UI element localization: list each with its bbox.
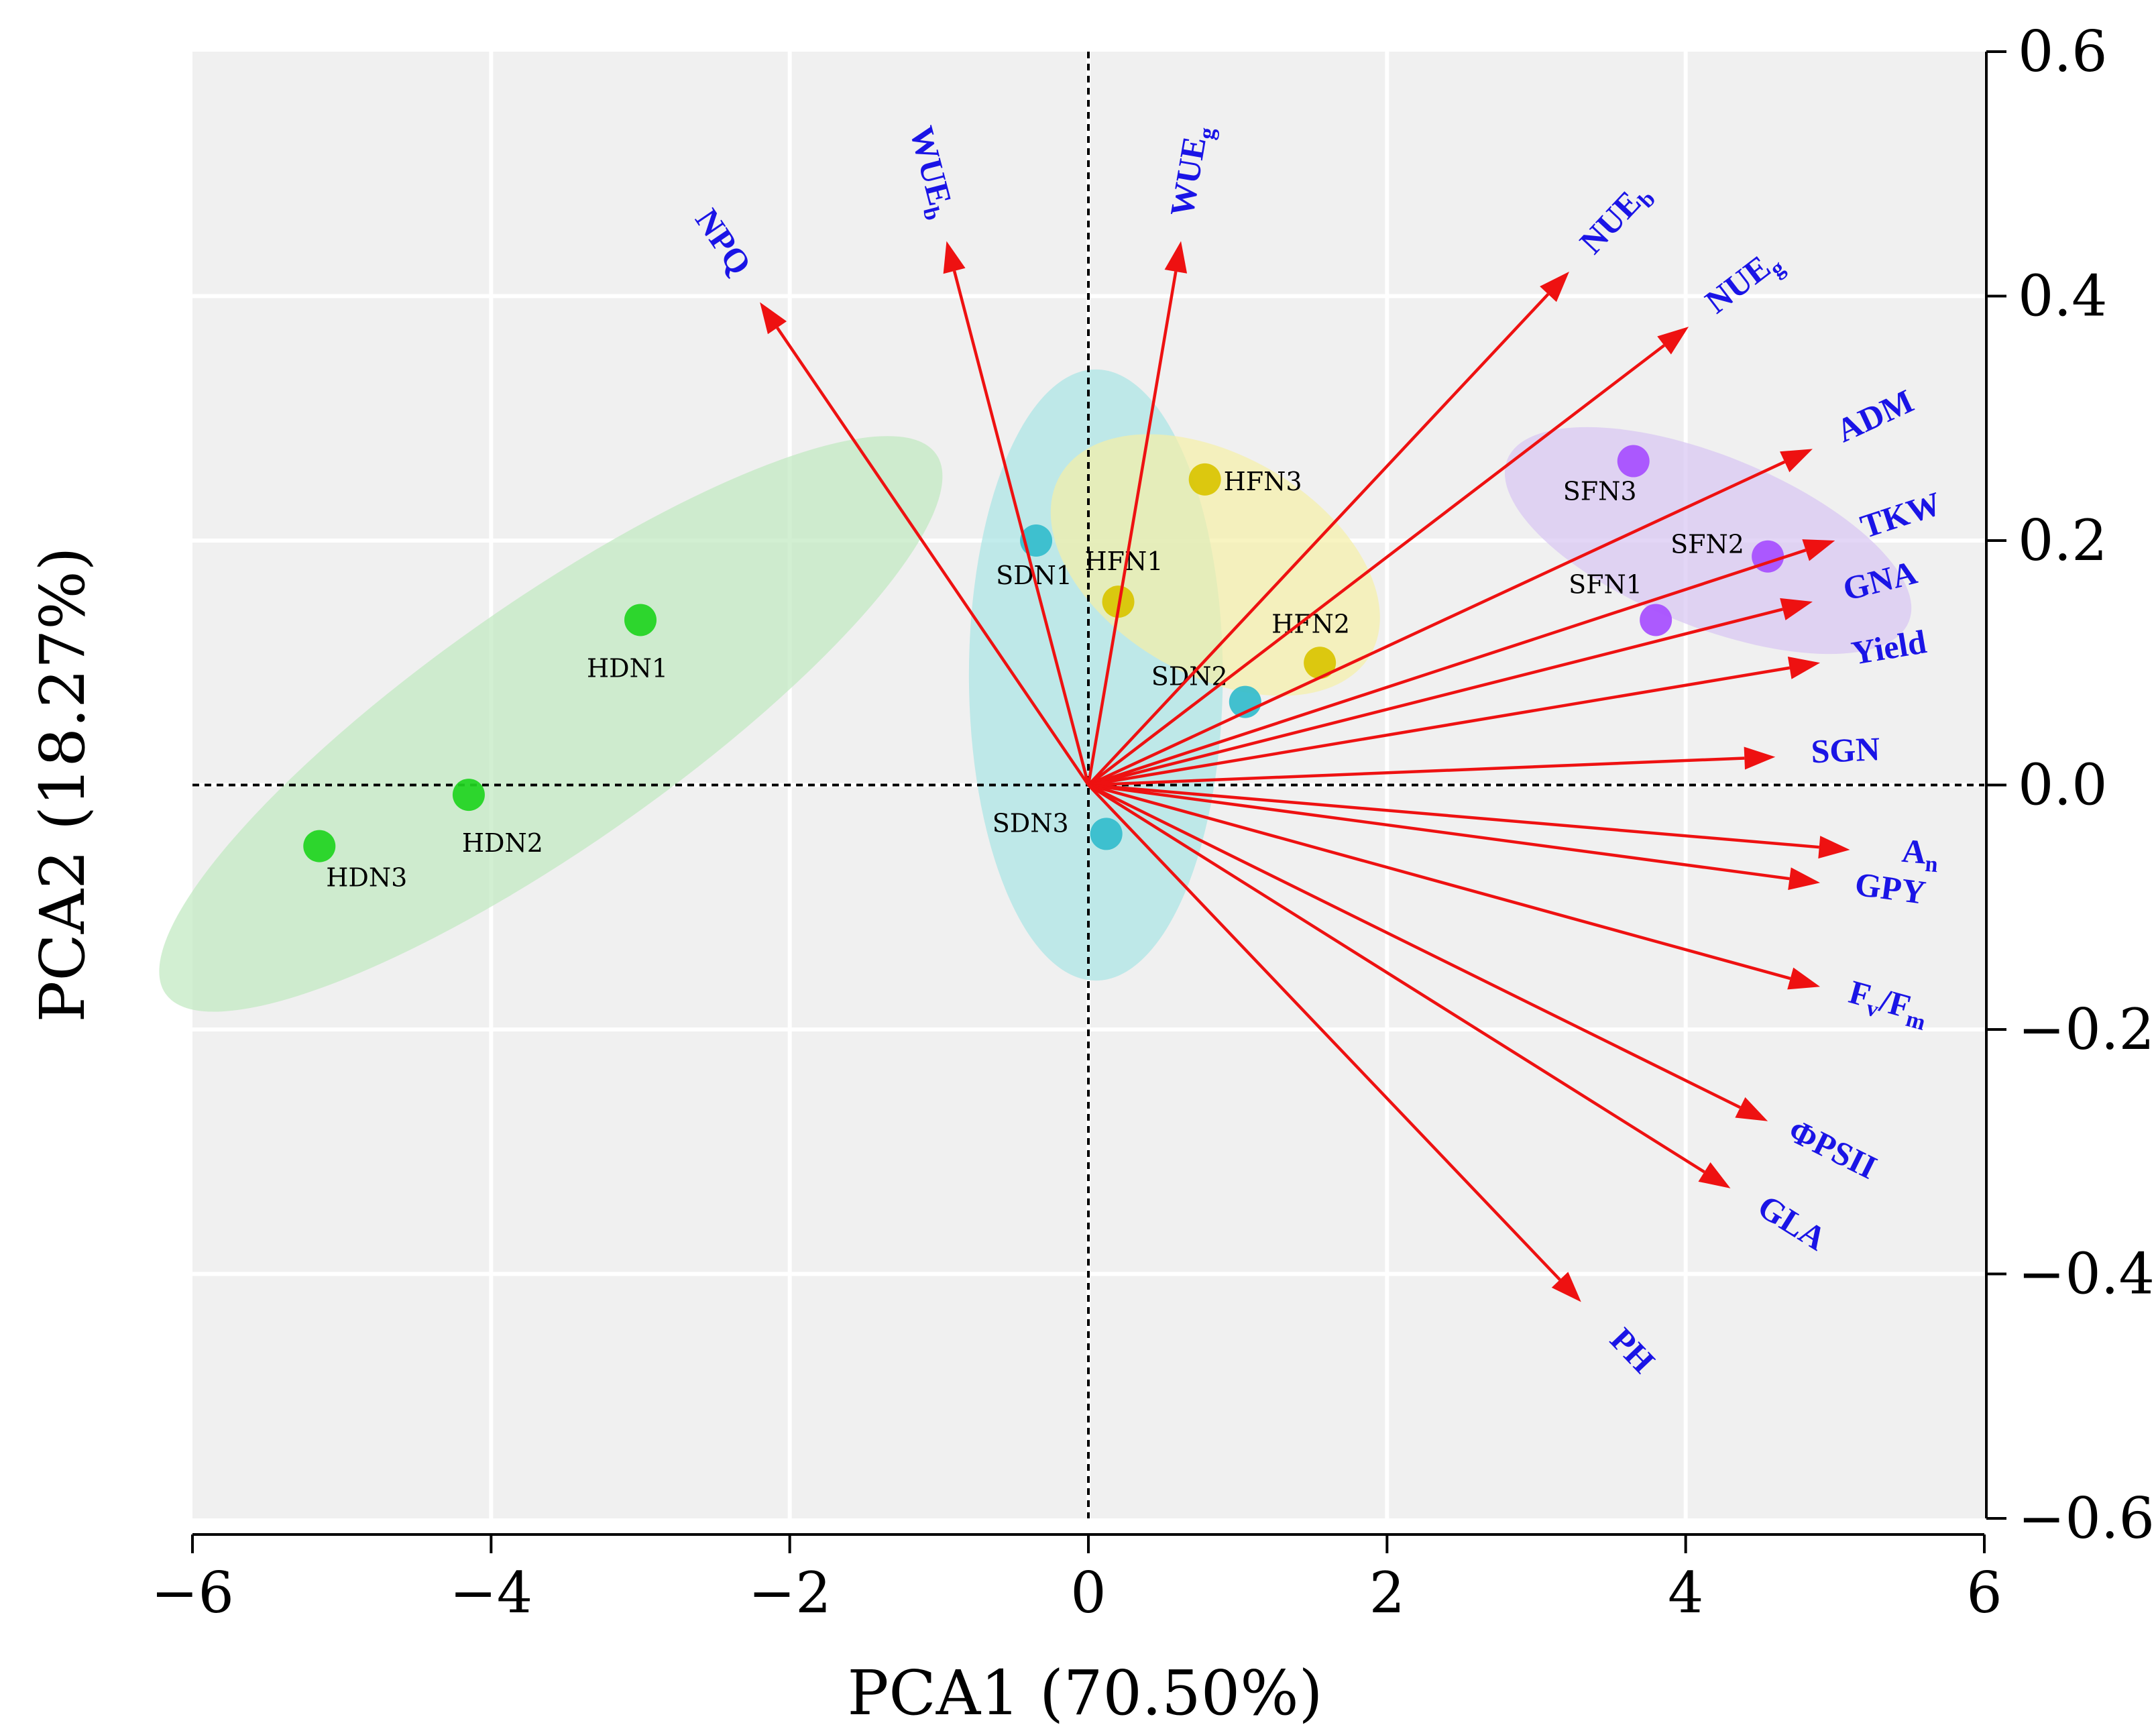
point-label-sfn2: SFN2: [1670, 530, 1744, 559]
loading-arrow-psii: [1088, 783, 1741, 1109]
loading-arrow-nueb: [1087, 293, 1550, 787]
loading-arrowhead-wueg: [1164, 241, 1188, 274]
score-points: HDN1HDN2HDN3SDN1SDN2SDN3HFN1HFN2HFN3SFN1…: [303, 445, 1784, 893]
loading-arrowhead-gna: [1780, 598, 1813, 620]
axes: −6 −4 −2 0 2 4 6−0.6 −0.4 −0.2 0.0 0.2 0.4 0.6: [151, 19, 2155, 1626]
loading-label-fv: Fv/Fm: [1843, 973, 1933, 1036]
x-axis-title: PCA1 (70.50%): [847, 1657, 1322, 1729]
ellipse-hdn: [159, 436, 943, 1012]
point-label-sfn1: SFN1: [1569, 569, 1642, 599]
loading-arrowhead-yield: [1787, 657, 1821, 679]
loading-arrowhead-sgn: [1744, 746, 1776, 770]
loading-arrowhead-nueb: [1540, 272, 1569, 302]
point-label-hdn2: HDN2: [462, 828, 543, 858]
loading-arrow-gpy: [1088, 783, 1790, 881]
point-label-hdn3: HDN3: [326, 863, 407, 893]
y-tick-label: 0.2: [2018, 508, 2108, 573]
loading-arrowhead-psii: [1735, 1097, 1768, 1121]
loading-label-an: An: [1900, 832, 1940, 877]
loading-arrowhead-wueb: [943, 241, 966, 274]
loading-arrow-fv: [1088, 783, 1791, 981]
point-hdn2: [452, 779, 485, 812]
y-tick-label: −0.6: [2018, 1486, 2155, 1551]
loading-arrowhead-ph: [1551, 1272, 1581, 1302]
loading-arrow-adm: [1088, 460, 1786, 787]
y-tick-label: −0.2: [2018, 997, 2155, 1062]
x-tick-label: −2: [748, 1560, 832, 1626]
loading-arrowhead-tkw: [1802, 539, 1835, 561]
point-label-hfn3: HFN3: [1224, 467, 1302, 496]
loading-arrowhead-adm: [1780, 449, 1813, 473]
loading-arrow-wueb: [952, 270, 1090, 786]
ellipse-hfn: [1050, 434, 1380, 696]
loading-label-gpy: GPY: [1853, 865, 1928, 911]
point-hfn2: [1304, 647, 1337, 679]
loading-arrow-tkw: [1088, 549, 1807, 787]
loading-arrowhead-gpy: [1788, 867, 1821, 891]
point-label-sdn3: SDN3: [992, 808, 1069, 838]
loading-arrowhead-gla: [1698, 1162, 1731, 1188]
ellipse-sfn: [1504, 427, 1912, 655]
point-hdn1: [624, 604, 657, 636]
loading-label-sgn: SGN: [1810, 730, 1880, 771]
loading-arrowhead-fv: [1787, 967, 1821, 990]
loading-arrowhead-nueg: [1657, 327, 1689, 355]
point-sdn3: [1090, 818, 1123, 850]
x-tick-label: −6: [151, 1560, 234, 1626]
y-tick-label: −0.4: [2018, 1241, 2155, 1307]
point-label-sfn3: SFN3: [1563, 477, 1637, 506]
point-hdn3: [303, 830, 336, 862]
point-sfn1: [1640, 604, 1672, 636]
point-hfn3: [1188, 463, 1221, 496]
x-tick-label: 2: [1369, 1560, 1405, 1626]
loading-arrowhead-an: [1818, 836, 1850, 859]
loading-arrow-sgn: [1088, 757, 1745, 787]
loading-arrow-nueg: [1087, 344, 1665, 787]
loading-arrow-wueg: [1086, 271, 1178, 785]
point-sfn3: [1617, 445, 1650, 478]
x-tick-label: 0: [1070, 1560, 1106, 1626]
loading-arrow-yield: [1088, 666, 1791, 787]
loading-arrow-an: [1088, 783, 1819, 849]
y-tick-label: 0.6: [2018, 19, 2108, 85]
loading-arrow-gla: [1087, 783, 1705, 1174]
point-label-hdn1: HDN1: [587, 653, 668, 683]
x-tick-label: 4: [1668, 1560, 1703, 1626]
loading-arrowhead-npq: [760, 302, 787, 335]
x-tick-label: −4: [449, 1560, 532, 1626]
loading-arrow-ph: [1087, 783, 1561, 1281]
loading-arrow-gna: [1088, 608, 1783, 787]
x-tick-label: 6: [1966, 1560, 2002, 1626]
y-tick-label: 0.4: [2018, 264, 2108, 329]
y-tick-label: 0.0: [2018, 752, 2108, 818]
y-axis-title: PCA2 (18.27%): [27, 547, 99, 1022]
loading-arrow-npq: [776, 327, 1090, 786]
